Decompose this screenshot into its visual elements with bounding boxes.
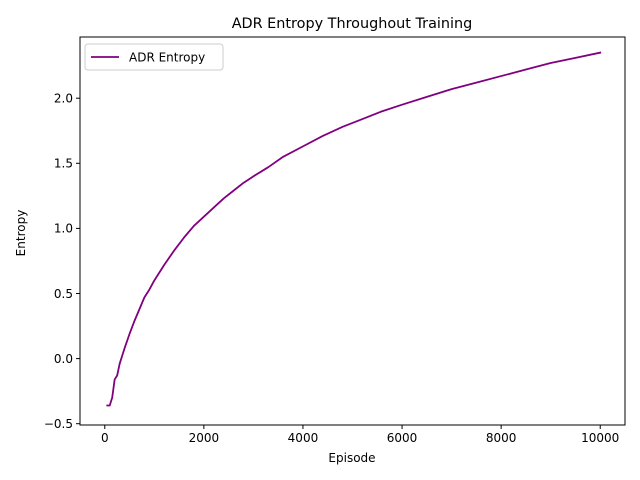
y-tick-label: 1.0: [54, 222, 73, 236]
x-tick-label: 0: [101, 431, 109, 445]
x-tick-label: 2000: [189, 431, 220, 445]
y-tick-label: 1.5: [54, 157, 73, 171]
plot-area: 0 2000 4000 6000 8000 10000 −0.5 0.0 0.5 1.0 1.5 2.…: [44, 36, 626, 445]
y-tick-label: 2.0: [54, 91, 73, 105]
legend: ADR Entropy: [84, 43, 224, 71]
x-tick-label: 10000: [581, 431, 619, 445]
axes-frame: [79, 36, 626, 426]
y-tick-label: −0.5: [44, 417, 73, 431]
chart-title: ADR Entropy Throughout Training: [232, 16, 473, 32]
y-tick-label: 0.0: [54, 352, 73, 366]
legend-box: [84, 43, 224, 71]
x-axis-label: Episode: [328, 451, 375, 465]
x-tick-label: 4000: [288, 431, 319, 445]
y-axis-label: Entropy: [14, 210, 28, 257]
x-tick-label: 6000: [387, 431, 418, 445]
series-line-0: [106, 51, 602, 407]
y-tick-label: 0.5: [54, 287, 73, 301]
legend-label: ADR Entropy: [129, 51, 205, 65]
x-tick-label: 8000: [486, 431, 517, 445]
